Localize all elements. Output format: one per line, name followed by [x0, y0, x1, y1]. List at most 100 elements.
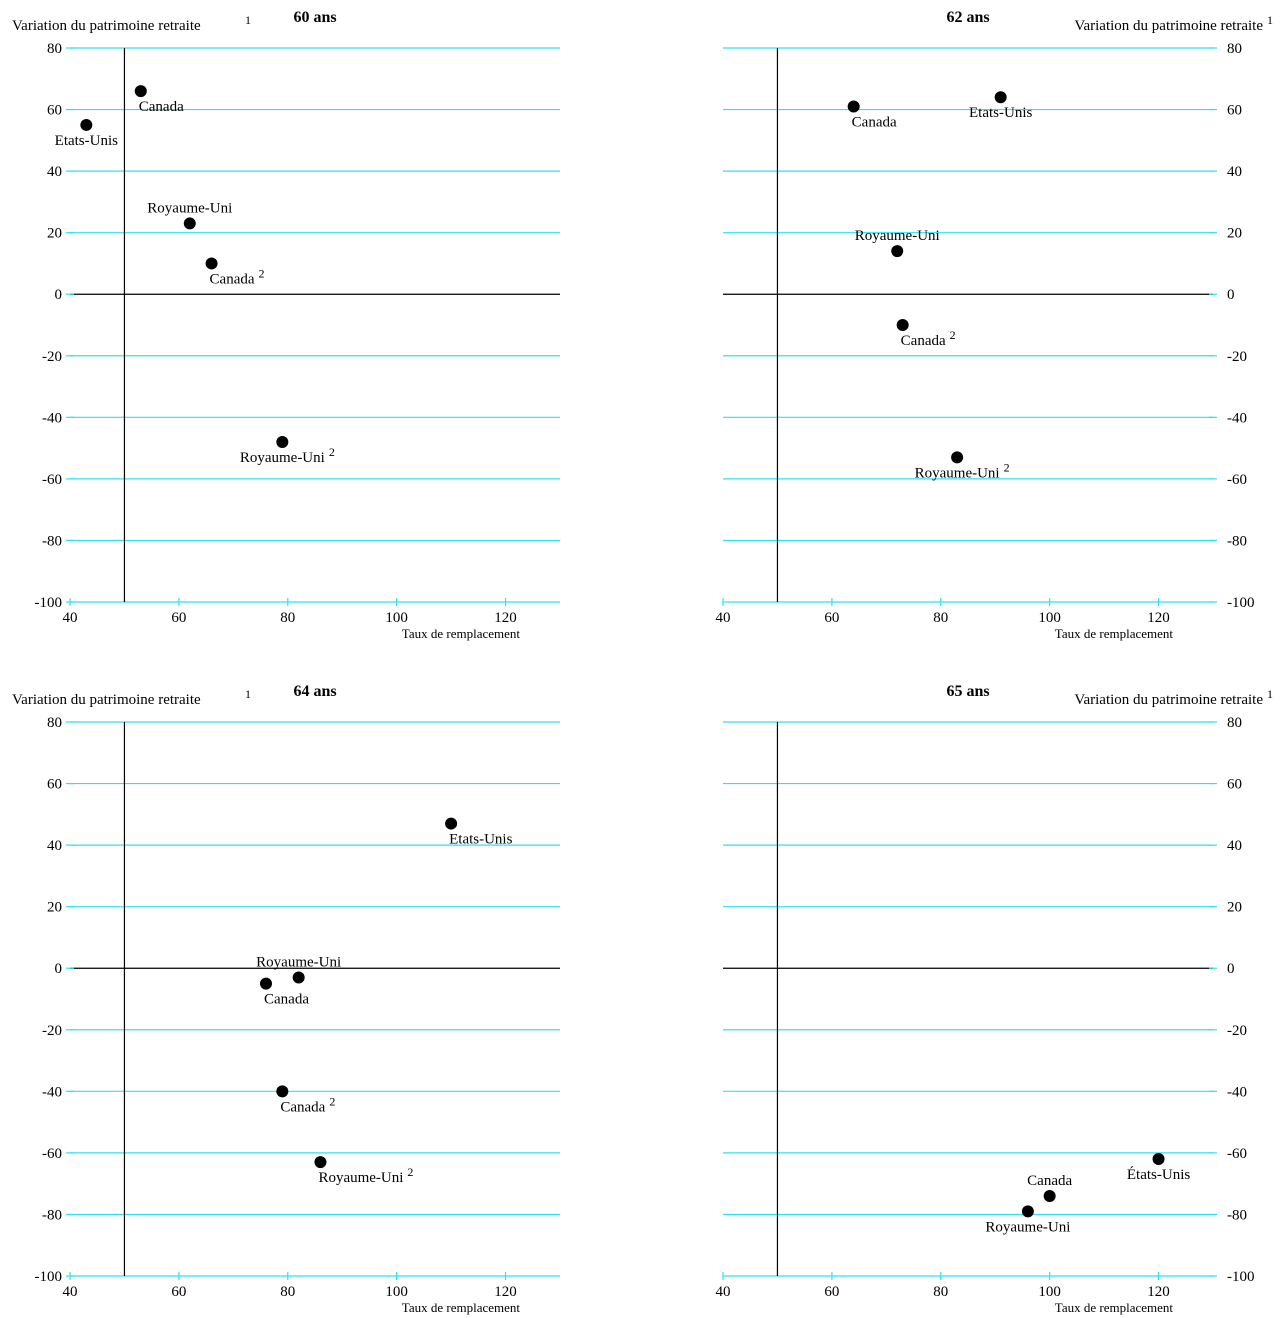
data-point: [260, 977, 272, 990]
y-tick-label: -100: [1227, 1269, 1255, 1285]
data-point: [847, 100, 860, 113]
x-tick-label: 80: [933, 1284, 948, 1300]
data-point-label: Canada: [210, 271, 255, 287]
data-point: [445, 817, 458, 830]
x-tick-label: 60: [824, 1284, 839, 1300]
data-point-label: Royaume-Uni: [985, 1219, 1070, 1235]
y-axis-label-note: 1: [1267, 13, 1273, 27]
y-tick-label: -80: [1227, 1207, 1247, 1223]
y-tick-label: -60: [42, 472, 62, 488]
y-tick-label: 0: [1227, 287, 1235, 303]
data-point-label: Canada: [901, 333, 946, 349]
y-tick-label: 80: [1227, 41, 1242, 57]
y-tick-label: -100: [35, 1269, 63, 1285]
x-axis-label: Taux de remplacement: [402, 1300, 521, 1315]
y-tick-label: 20: [47, 900, 62, 916]
x-tick-label: 80: [933, 610, 948, 626]
y-tick-label: 0: [55, 961, 63, 977]
data-point: [314, 1156, 327, 1169]
data-point-label: Canada: [852, 114, 897, 130]
data-point-label-note: 2: [329, 1094, 335, 1108]
x-tick-label: 60: [171, 1284, 186, 1300]
x-tick-label: 40: [716, 610, 731, 626]
y-tick-label: 40: [47, 838, 62, 854]
y-tick-label: -40: [42, 1084, 62, 1100]
y-tick-label: 60: [47, 103, 62, 119]
y-tick-label: -80: [42, 533, 62, 549]
data-point: [994, 91, 1007, 104]
data-point-label-note: 2: [950, 328, 956, 342]
chart-title: 60 ans: [293, 9, 336, 26]
x-axis-label: Taux de remplacement: [402, 626, 521, 641]
chart-panel: 40 60 80 100 120 80 60 40 20 0 -20 -40 -60 -80 -100 Tau…: [716, 683, 1274, 1315]
y-tick-label: -100: [35, 595, 63, 611]
x-tick-label: 40: [63, 1284, 78, 1300]
x-tick-label: 120: [494, 610, 517, 626]
y-tick-label: 20: [47, 226, 62, 242]
x-tick-label: 120: [1147, 610, 1170, 626]
data-point-label: Royaume-Uni: [240, 450, 325, 466]
y-tick-label: 20: [1227, 226, 1242, 242]
chart-title: 64 ans: [293, 683, 336, 700]
data-point: [205, 257, 218, 270]
chart-title: 65 ans: [946, 683, 989, 700]
data-point-label: Etats-Unis: [449, 832, 512, 848]
data-point: [183, 217, 196, 230]
x-axis-label: Taux de remplacement: [1055, 1300, 1174, 1315]
data-point: [1152, 1153, 1165, 1166]
x-axis-label: Taux de remplacement: [1055, 626, 1174, 641]
data-point-label-note: 2: [1004, 460, 1010, 474]
y-tick-label: -60: [1227, 472, 1247, 488]
data-point-label: Canada: [139, 99, 184, 115]
data-point: [292, 971, 305, 984]
x-tick-label: 60: [171, 610, 186, 626]
chart-panel: 40 60 80 100 120 80 60 40 20 0 -20 -40 -60 -80 -100 Tau…: [12, 9, 560, 641]
data-point: [891, 245, 904, 258]
x-tick-label: 100: [1038, 610, 1061, 626]
y-tick-label: 60: [47, 777, 62, 793]
data-point: [1021, 1205, 1034, 1218]
chart-panel: 40 60 80 100 120 80 60 40 20 0 -20 -40 -60 -80 -100 Tau…: [716, 9, 1274, 641]
data-point: [80, 118, 93, 131]
data-point: [134, 85, 147, 98]
y-tick-label: -20: [1227, 1023, 1247, 1039]
y-tick-label: -20: [1227, 349, 1247, 365]
x-tick-label: 100: [1038, 1284, 1061, 1300]
y-tick-label: 60: [1227, 777, 1242, 793]
data-point-label-note: 2: [407, 1165, 413, 1179]
y-tick-label: -80: [42, 1207, 62, 1223]
y-axis-label-note: 1: [245, 13, 251, 27]
y-tick-label: -80: [1227, 533, 1247, 549]
x-tick-label: 40: [63, 610, 78, 626]
y-axis-label: Variation du patrimoine retraite: [1074, 692, 1263, 708]
data-point-label: Canada: [264, 992, 309, 1008]
data-point-label: Canada: [280, 1099, 325, 1115]
data-point-label-note: 2: [259, 266, 265, 280]
y-tick-label: -100: [1227, 595, 1255, 611]
data-point-label: Etats-Unis: [969, 105, 1032, 121]
y-axis-label: Variation du patrimoine retraite: [1074, 18, 1263, 34]
y-tick-label: 0: [1227, 961, 1235, 977]
x-tick-label: 100: [385, 610, 408, 626]
x-tick-label: 120: [1147, 1284, 1170, 1300]
data-point-label: Royaume-Uni: [318, 1170, 403, 1186]
data-point-label: Canada: [1027, 1173, 1072, 1189]
y-tick-label: 80: [47, 41, 62, 57]
chart-title: 62 ans: [946, 9, 989, 26]
data-point: [1043, 1189, 1056, 1202]
y-tick-label: -40: [42, 410, 62, 426]
y-axis-label-note: 1: [1267, 687, 1273, 701]
data-point: [276, 435, 289, 448]
y-tick-label: -60: [1227, 1146, 1247, 1162]
data-point-label: Royaume-Uni: [855, 228, 940, 244]
x-tick-label: 100: [385, 1284, 408, 1300]
y-tick-label: -20: [42, 1023, 62, 1039]
data-point-label: Etats-Unis: [55, 133, 118, 149]
y-axis-label: Variation du patrimoine retraite: [12, 18, 201, 34]
data-point: [951, 451, 964, 464]
y-tick-label: 80: [47, 715, 62, 731]
y-tick-label: 0: [55, 287, 63, 303]
data-point: [276, 1085, 289, 1098]
data-point-label: Royaume-Uni: [256, 954, 341, 970]
